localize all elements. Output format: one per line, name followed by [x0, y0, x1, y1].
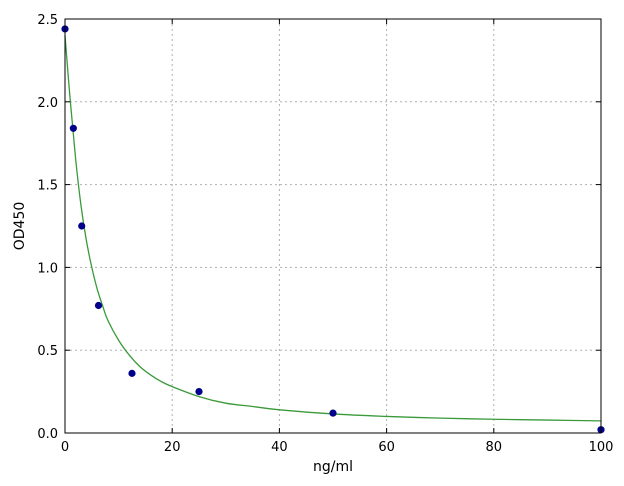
fitted-curve-line [64, 35, 602, 422]
y-tick-label: 2.0 [37, 96, 58, 111]
data-point [94, 301, 103, 310]
x-tick-label: 40 [271, 440, 288, 455]
x-tick-label: 100 [589, 440, 614, 455]
plot-frame [64, 18, 602, 434]
data-point [78, 222, 86, 230]
grid-layer [65, 19, 601, 433]
points-layer [61, 25, 605, 434]
curve-layer [64, 35, 602, 422]
ticks-layer: 0 20 40 60 80 100 0.0 0.5 1.0 1.5 2.0 2.5 [37, 13, 613, 455]
data-point [195, 388, 203, 396]
data-point [128, 369, 136, 377]
y-tick-label: 1.0 [37, 261, 58, 276]
y-tick-label: 0.0 [37, 427, 58, 442]
x-axis-title: ng/ml [313, 459, 353, 475]
y-tick-label: 2.5 [37, 13, 58, 28]
x-tick-label: 60 [378, 440, 395, 455]
x-tick-label: 80 [486, 440, 503, 455]
data-point [69, 124, 77, 132]
x-tick-label: 0 [61, 440, 69, 455]
y-tick-label: 0.5 [37, 344, 58, 359]
y-tick-label: 1.5 [37, 179, 58, 194]
data-point [329, 409, 337, 417]
y-axis-title: OD450 [12, 202, 28, 251]
x-tick-label: 20 [164, 440, 181, 455]
